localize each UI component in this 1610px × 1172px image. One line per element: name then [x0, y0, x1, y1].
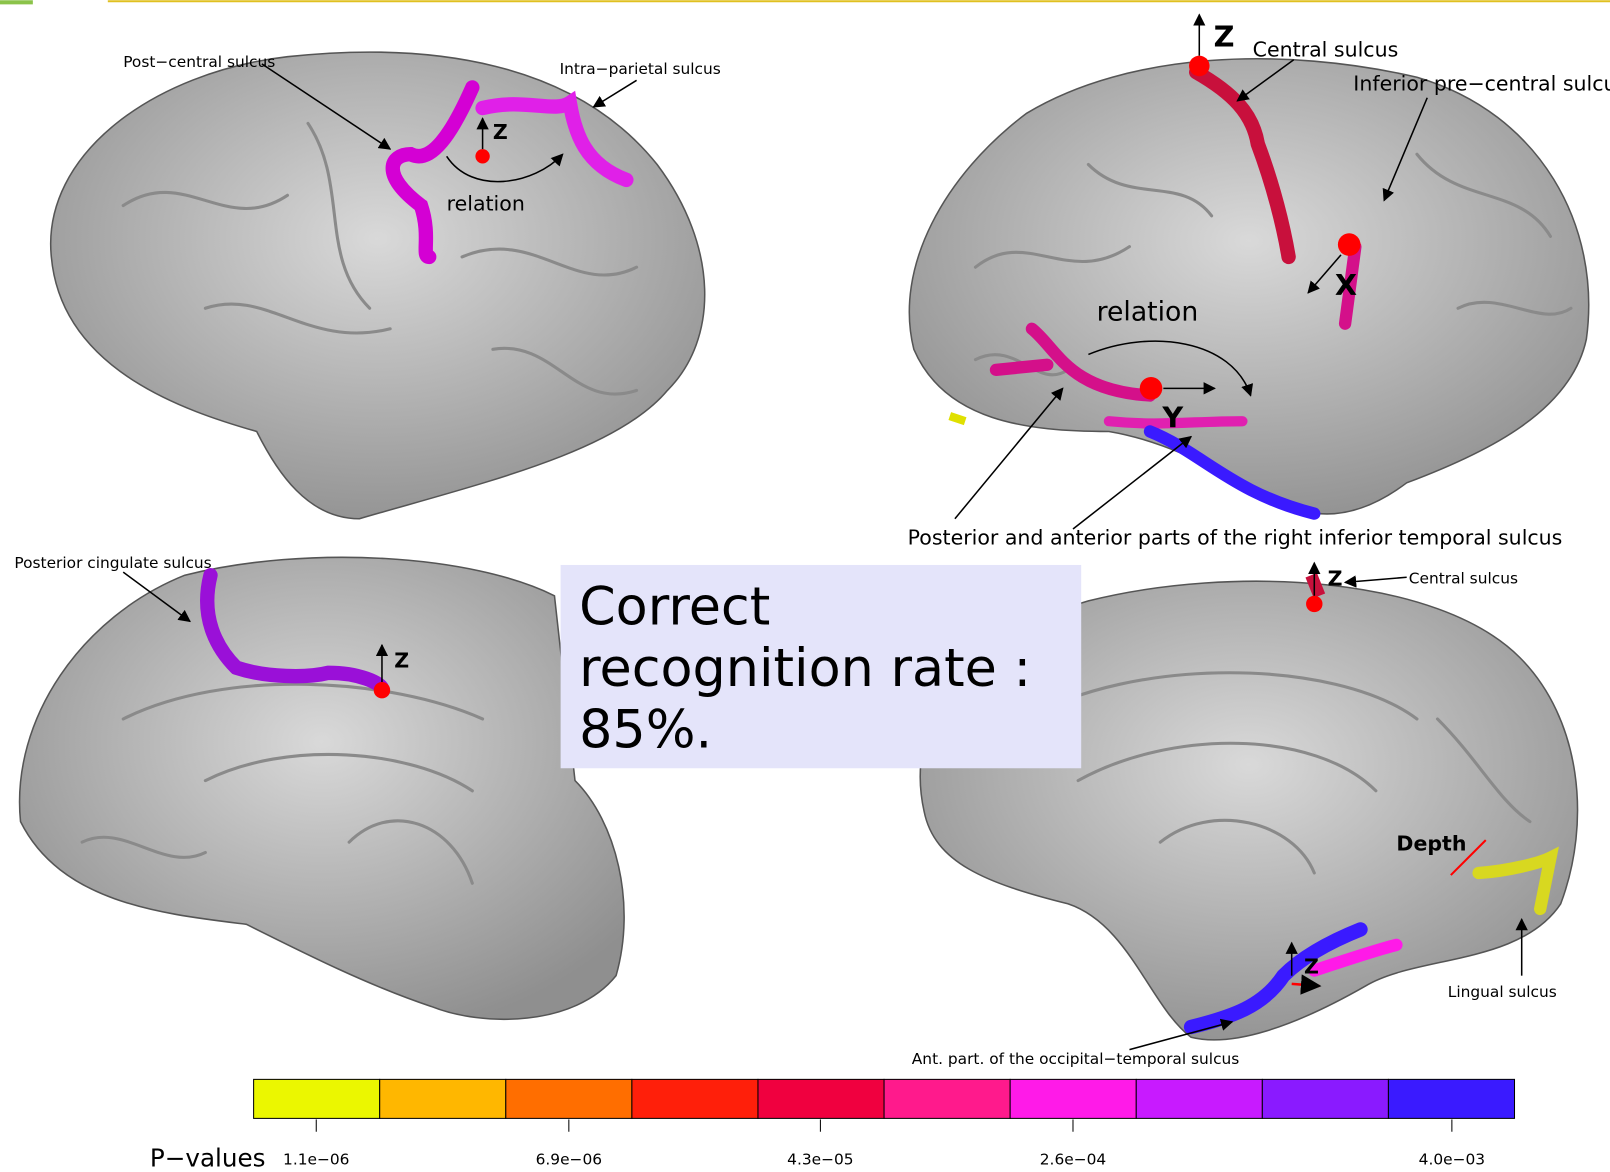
colorbar-segment	[1262, 1079, 1388, 1118]
colorbar-tick-label: 4.0e−03	[1419, 1151, 1485, 1169]
colorbar-segment	[1010, 1079, 1136, 1118]
axis-label: Z	[394, 649, 409, 673]
label: Post−central sulcus	[123, 53, 275, 71]
label: Lingual sulcus	[1448, 983, 1557, 1001]
axis-label: Z	[493, 120, 508, 144]
colorbar-segment	[632, 1079, 758, 1118]
label: Intra−parietal sulcus	[560, 60, 721, 78]
colorbar-tick-label: 2.6e−04	[1040, 1151, 1106, 1169]
colorbar	[254, 1079, 1515, 1118]
axis-label: X	[1335, 268, 1357, 302]
colorbar-segment	[884, 1079, 1010, 1118]
axis-label: Y	[1161, 400, 1184, 434]
label: Inferior pre−central sulcus	[1353, 72, 1610, 96]
axis-label: Z	[1214, 19, 1235, 53]
colorbar-segment	[254, 1079, 380, 1118]
label: relation	[1097, 297, 1199, 328]
colorbar-segment	[758, 1079, 884, 1118]
label: Posterior and anterior parts of the righ…	[908, 525, 1563, 549]
brain-top-left	[51, 52, 705, 519]
colorbar-segment	[1136, 1079, 1262, 1118]
colorbar-tick-label: 1.1e−06	[283, 1151, 349, 1169]
axis-label: Z	[1304, 955, 1319, 979]
label: Posterior cingulate sulcus	[14, 554, 211, 572]
colorbar-segment	[506, 1079, 632, 1118]
slide: Post−central sulcus Intra−parietal sulcu…	[0, 0, 1610, 1172]
callout-text: Correct recognition rate : 85%.	[561, 565, 1082, 768]
colorbar-title: P−values	[150, 1144, 266, 1172]
label: Central sulcus	[1409, 569, 1518, 587]
colorbar-tick-label: 4.3e−05	[787, 1151, 853, 1169]
label: Depth	[1396, 831, 1466, 855]
colorbar-segment	[1388, 1079, 1514, 1118]
label: Ant. part. of the occipital−temporal sul…	[912, 1050, 1240, 1068]
brain-bottom-left	[20, 557, 625, 1019]
axis-label: Z	[1328, 566, 1343, 590]
label: relation	[447, 192, 525, 216]
colorbar-ticks	[316, 1119, 1452, 1131]
colorbar-tick-label: 6.9e−06	[536, 1151, 602, 1169]
colorbar-segment	[380, 1079, 506, 1118]
label: Central sulcus	[1253, 38, 1399, 62]
